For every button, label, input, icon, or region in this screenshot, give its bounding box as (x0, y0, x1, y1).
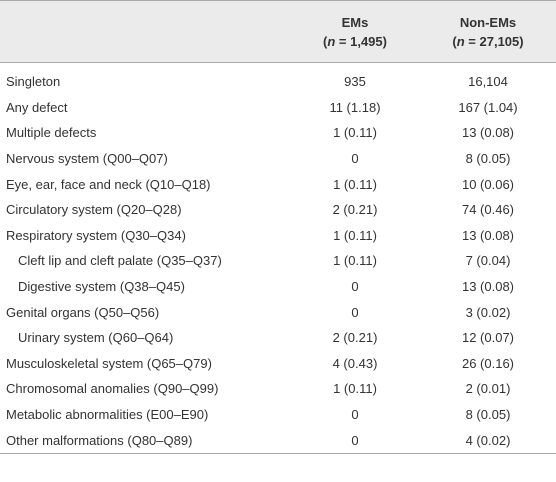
header-cell: EMs (n = 1,495) (290, 0, 420, 63)
cell-value: 0 (351, 304, 359, 320)
sample-size-open: ( (452, 33, 457, 49)
header-cell (0, 0, 290, 63)
table-header: EMs (n = 1,495) Non-EMs (n = 27,105) (0, 0, 556, 63)
row-label: Musculoskeletal system (Q65–Q79) (6, 355, 212, 371)
row-label: Urinary system (Q60–Q64) (18, 330, 174, 346)
row-label: Digestive system (Q38–Q45) (18, 279, 185, 295)
cell-value: 7 (0.04) (465, 253, 511, 269)
cell-value: 13 (0.08) (461, 227, 515, 243)
cell-value: 16,104 (468, 74, 508, 90)
cell-value: 26 (0.16) (461, 355, 515, 371)
table-row: Circulatory system (Q20–Q28) 2 (0.21) 74 (… (0, 197, 556, 223)
row-label: Genital organs (Q50–Q56) (6, 304, 160, 320)
row-label: Metabolic abnormalities (E00–E90) (6, 407, 209, 423)
cell-value: 4 (0.43) (332, 355, 378, 371)
cell-value: 0 (351, 432, 359, 448)
table-row: Chromosomal anomalies (Q90–Q99) 1 (0.11) 2… (0, 376, 556, 402)
cell-value: 2 (0.21) (332, 202, 378, 218)
table-row: Respiratory system (Q30–Q34) 1 (0.11) 13 (… (0, 223, 556, 249)
column-title: EMs (341, 14, 369, 30)
cell-value: 0 (351, 407, 359, 423)
table-row: Singleton 935 16,104 (0, 63, 556, 95)
cell-value: 13 (0.08) (461, 125, 515, 141)
table-row: Cleft lip and cleft palate (Q35–Q37) 1 (0… (0, 248, 556, 274)
column-title: Non-EMs (459, 14, 517, 30)
sample-size-symbol: n (456, 33, 465, 49)
row-label: Chromosomal anomalies (Q90–Q99) (6, 381, 219, 397)
cell-value: 8 (0.05) (465, 407, 511, 423)
cell-value: 3 (0.02) (465, 304, 511, 320)
cell-value: 1 (0.11) (333, 176, 377, 192)
row-label: Eye, ear, face and neck (Q10–Q18) (6, 176, 211, 192)
table-row: Metabolic abnormalities (E00–E90) 0 8 (0.0… (0, 402, 556, 428)
data-table: EMs (n = 1,495) Non-EMs (n = 27,105) Single… (0, 0, 556, 454)
row-label: Circulatory system (Q20–Q28) (6, 202, 182, 218)
row-label: Singleton (6, 74, 61, 90)
row-label: Multiple defects (6, 125, 97, 141)
cell-value: 1 (0.11) (333, 381, 377, 397)
table-body: Singleton 935 16,104 Any defect 11 (1.18) 167… (0, 63, 556, 454)
table-row: Musculoskeletal system (Q65–Q79) 4 (0.43)… (0, 351, 556, 377)
row-label: Other malformations (Q80–Q89) (6, 432, 193, 448)
cell-value: 74 (0.46) (461, 202, 515, 218)
sample-size-symbol: n (327, 33, 336, 49)
table-row: Multiple defects 1 (0.11) 13 (0.08) (0, 120, 556, 146)
header-cell: Non-EMs (n = 27,105) (420, 0, 556, 63)
cell-value: 8 (0.05) (465, 151, 511, 167)
cell-value: 0 (351, 151, 359, 167)
table-row: Genital organs (Q50–Q56) 0 3 (0.02) (0, 299, 556, 325)
cell-value: 12 (0.07) (461, 330, 515, 346)
cell-value: 1 (0.11) (333, 227, 377, 243)
sample-size-value: = 27,105) (464, 33, 524, 49)
table-row: Other malformations (Q80–Q89) 0 4 (0.02) (0, 427, 556, 453)
table-row: Urinary system (Q60–Q64) 2 (0.21) 12 (0.07… (0, 325, 556, 351)
row-label: Respiratory system (Q30–Q34) (6, 227, 186, 243)
cell-value: 935 (344, 74, 366, 90)
cell-value: 10 (0.06) (461, 176, 515, 192)
header-row: EMs (n = 1,495) Non-EMs (n = 27,105) (0, 0, 556, 63)
cell-value: 1 (0.11) (333, 125, 377, 141)
cell-value: 11 (1.18) (329, 99, 381, 115)
cell-value: 0 (351, 279, 359, 295)
table-row: Eye, ear, face and neck (Q10–Q18) 1 (0.11… (0, 171, 556, 197)
row-label: Any defect (6, 99, 68, 115)
row-label: Cleft lip and cleft palate (Q35–Q37) (18, 253, 222, 269)
cell-value: 4 (0.02) (465, 432, 511, 448)
cell-value: 2 (0.01) (465, 381, 511, 397)
table-row: Any defect 11 (1.18) 167 (1.04) (0, 95, 556, 121)
table-row: Nervous system (Q00–Q07) 0 8 (0.05) (0, 146, 556, 172)
row-label: Nervous system (Q00–Q07) (6, 151, 168, 167)
sample-size-value: = 1,495) (335, 33, 387, 49)
cell-value: 2 (0.21) (332, 330, 378, 346)
table-row: Digestive system (Q38–Q45) 0 13 (0.08) (0, 274, 556, 300)
cell-value: 13 (0.08) (461, 279, 515, 295)
cell-value: 167 (1.04) (458, 99, 518, 115)
sample-size-open: ( (323, 33, 328, 49)
cell-value: 1 (0.11) (333, 253, 377, 269)
